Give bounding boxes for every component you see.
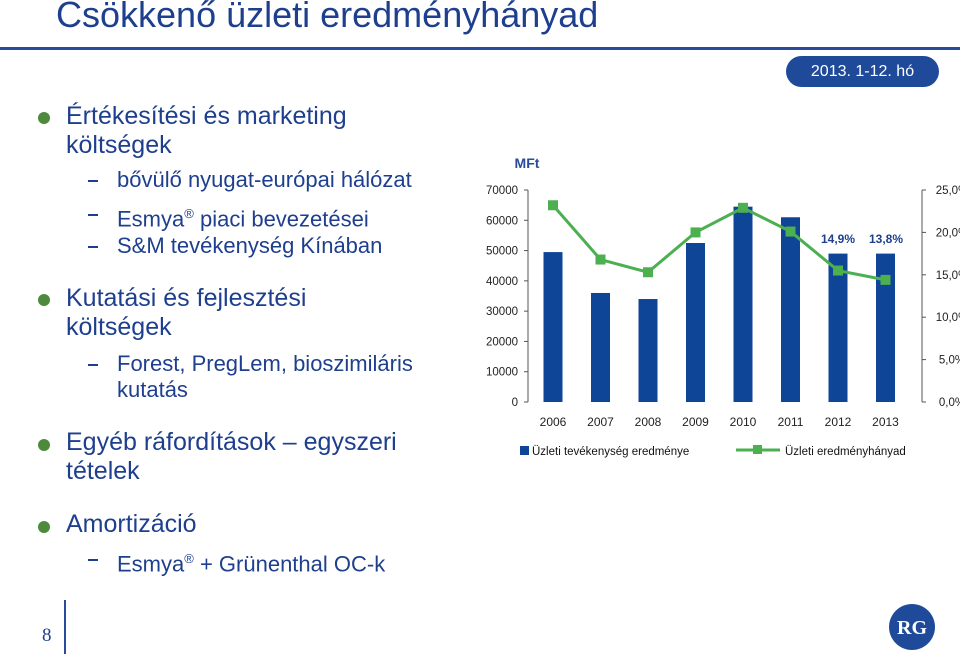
dash [88, 214, 98, 216]
bullet-rnd: Kutatási és fejlesztési költségek [66, 284, 307, 341]
esmya-label: Esmya [117, 206, 185, 232]
bullet-sales-marketing: Értékesítési és marketing költségek [66, 102, 347, 159]
left-tick-label: 0 [512, 397, 518, 409]
bar-series [543, 206, 895, 402]
sub-item-western-europe: bővülő nyugat-európai hálózat [117, 167, 412, 192]
bar-2006 [543, 252, 563, 402]
dash [88, 180, 98, 182]
rg-logo-icon: RG [889, 604, 935, 650]
bullet-dot [38, 521, 50, 533]
bullet-dot [38, 294, 50, 306]
left-tick-label: 20000 [486, 336, 518, 348]
point-2007 [595, 254, 606, 265]
period-badge: 2013. 1-12. hó [786, 56, 939, 87]
page-number: 8 [42, 625, 52, 646]
legend-line-marker [753, 445, 762, 454]
legend-bar-label: Üzleti tevékenység eredménye [532, 446, 689, 458]
bar-2013 [876, 253, 895, 402]
x-axis-labels: 2006 2007 2008 2009 2010 2011 2012 2013 [540, 415, 900, 429]
point-2013 [880, 274, 891, 285]
line-series [548, 200, 891, 285]
sub-item-esmya-grunenthal: Esmya® + Grünenthal OC-k [117, 546, 385, 577]
page-number-divider [64, 600, 66, 654]
margin-line [551, 204, 886, 282]
right-tick-label: 15,0% [936, 270, 960, 282]
registered-mark: ® [184, 206, 194, 221]
point-2006 [548, 200, 558, 211]
right-axis: 0,0% 5,0% 10,0% 15,0% 20,0% 25,0% [921, 185, 960, 409]
right-tick-label: 0,0% [939, 397, 960, 409]
left-tick-label: 60000 [486, 215, 518, 227]
bullet-dot [38, 112, 50, 124]
point-2009 [690, 227, 701, 238]
annotation-2013: 13,8% [869, 232, 903, 246]
right-tick-label: 10,0% [936, 312, 960, 324]
unit-label: MFt [515, 155, 540, 171]
bar-2007 [591, 292, 610, 402]
x-label-2007: 2007 [587, 415, 614, 429]
x-label-2008: 2008 [635, 415, 662, 429]
dash [88, 246, 98, 248]
left-tick-label: 70000 [486, 185, 518, 197]
bar-2010 [733, 206, 753, 402]
point-2008 [643, 267, 653, 278]
x-label-2010: 2010 [730, 415, 757, 429]
launch-label: piaci bevezetései [199, 206, 369, 232]
sub-item-sm-china: S&M tevékenység Kínában [117, 233, 383, 258]
left-tick-label: 30000 [486, 306, 518, 318]
right-tick-label: 5,0% [939, 355, 960, 367]
left-tick-label: 40000 [486, 276, 518, 288]
right-tick-label: 20,0% [936, 227, 960, 239]
grunenthal-label: + Grünenthal OC-k [199, 551, 386, 577]
legend-line-label: Üzleti eredményhányad [785, 446, 906, 458]
x-label-2013: 2013 [872, 415, 899, 429]
left-tick-label: 50000 [486, 246, 518, 258]
sub-item-research: Forest, PregLem, bioszimiláris kutatás [117, 351, 413, 402]
x-label-2009: 2009 [682, 415, 709, 429]
bar-2012 [828, 253, 848, 402]
point-2011 [785, 226, 796, 237]
bullet-amortization: Amortizáció [66, 510, 197, 538]
dash [88, 559, 98, 561]
annotation-2012: 14,9% [821, 232, 855, 246]
legend-bar-swatch [520, 446, 529, 455]
right-tick-label: 25,0% [936, 185, 960, 197]
bar-2009 [686, 243, 705, 402]
bar-2011 [781, 217, 800, 402]
logo-text: RG [897, 617, 927, 639]
point-2012 [833, 265, 843, 276]
x-label-2012: 2012 [825, 415, 852, 429]
bullet-other-expenses: Egyéb ráfordítások – egyszeri tételek [66, 428, 397, 485]
legend: Üzleti tevékenység eredménye Üzleti ered… [520, 445, 906, 458]
title-divider [0, 47, 960, 50]
page-title: Csökkenő üzleti eredményhányad [56, 0, 599, 35]
bullet-dot [38, 439, 50, 451]
point-2010 [738, 202, 748, 213]
registered-mark: ® [184, 551, 194, 566]
bar-2008 [638, 299, 658, 402]
left-axis: 0 10000 20000 30000 40000 50000 60000 70000 [486, 185, 529, 409]
x-label-2011: 2011 [778, 415, 804, 429]
esmya-label: Esmya [117, 551, 185, 577]
left-tick-label: 10000 [486, 367, 518, 379]
x-label-2006: 2006 [540, 415, 567, 429]
dash [88, 364, 98, 366]
sub-item-esmya-launch: Esmya® piaci bevezetései [117, 201, 369, 232]
